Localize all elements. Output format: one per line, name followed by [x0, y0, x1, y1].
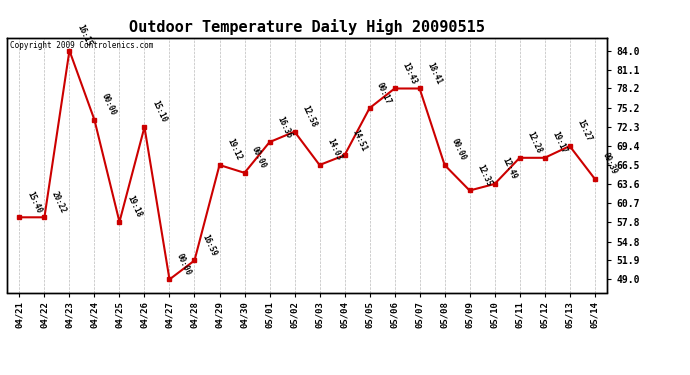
Text: 18:41: 18:41 — [425, 61, 443, 86]
Text: 16:15: 16:15 — [75, 23, 93, 48]
Text: 00:00: 00:00 — [175, 252, 193, 277]
Text: 16:59: 16:59 — [200, 233, 218, 258]
Text: 19:18: 19:18 — [125, 194, 143, 219]
Text: 12:49: 12:49 — [500, 156, 518, 181]
Text: 00:00: 00:00 — [100, 92, 118, 117]
Text: Copyright 2009 Controlenics.com: Copyright 2009 Controlenics.com — [10, 41, 153, 50]
Text: 00:00: 00:00 — [250, 145, 268, 170]
Text: 15:40: 15:40 — [25, 190, 43, 214]
Text: 12:58: 12:58 — [300, 104, 318, 129]
Text: 13:43: 13:43 — [400, 61, 418, 86]
Text: 19:17: 19:17 — [550, 130, 568, 155]
Text: 00:17: 00:17 — [375, 81, 393, 105]
Text: 09:39: 09:39 — [600, 151, 618, 176]
Text: 00:00: 00:00 — [450, 138, 468, 162]
Text: 15:10: 15:10 — [150, 99, 168, 124]
Title: Outdoor Temperature Daily High 20090515: Outdoor Temperature Daily High 20090515 — [129, 19, 485, 35]
Text: 14:51: 14:51 — [350, 128, 368, 152]
Text: 12:35: 12:35 — [475, 163, 493, 188]
Text: 20:22: 20:22 — [50, 190, 68, 214]
Text: 16:36: 16:36 — [275, 115, 293, 140]
Text: 14:03: 14:03 — [325, 138, 343, 162]
Text: 19:12: 19:12 — [225, 138, 243, 162]
Text: 15:27: 15:27 — [575, 118, 593, 143]
Text: 12:28: 12:28 — [525, 130, 543, 155]
